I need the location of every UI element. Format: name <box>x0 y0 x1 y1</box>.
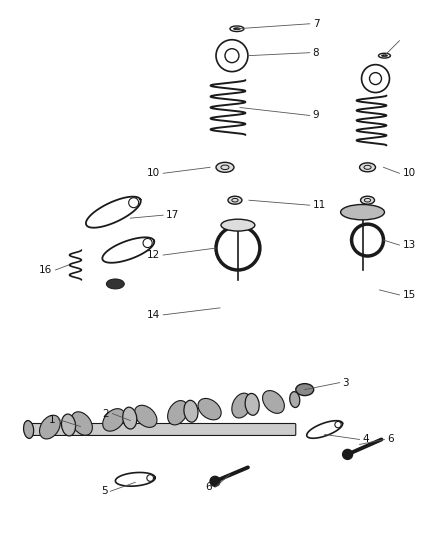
Text: 10: 10 <box>403 168 416 179</box>
Ellipse shape <box>228 196 242 204</box>
Ellipse shape <box>39 415 60 439</box>
Circle shape <box>129 198 139 208</box>
Text: 8: 8 <box>313 47 319 58</box>
Circle shape <box>143 238 152 248</box>
Ellipse shape <box>296 384 314 395</box>
Ellipse shape <box>61 414 76 436</box>
Text: 6: 6 <box>388 434 394 445</box>
Text: 7: 7 <box>313 19 319 29</box>
Circle shape <box>343 449 353 459</box>
FancyBboxPatch shape <box>28 424 296 435</box>
Ellipse shape <box>245 393 259 415</box>
Circle shape <box>335 422 341 428</box>
Text: 15: 15 <box>403 290 416 300</box>
Ellipse shape <box>232 393 251 418</box>
Ellipse shape <box>184 400 198 422</box>
Ellipse shape <box>198 399 221 420</box>
Text: 11: 11 <box>313 200 326 210</box>
Ellipse shape <box>381 55 388 56</box>
Ellipse shape <box>360 163 375 172</box>
Text: 1: 1 <box>49 415 56 424</box>
Ellipse shape <box>360 196 374 204</box>
Circle shape <box>210 477 220 486</box>
Ellipse shape <box>123 407 137 429</box>
Text: 2: 2 <box>103 408 110 418</box>
Ellipse shape <box>341 205 385 220</box>
Ellipse shape <box>233 28 240 30</box>
Text: 4: 4 <box>363 434 369 445</box>
Ellipse shape <box>216 163 234 172</box>
Text: 5: 5 <box>101 486 107 496</box>
Ellipse shape <box>221 219 255 231</box>
Ellipse shape <box>71 412 92 435</box>
Text: 14: 14 <box>147 310 160 320</box>
Ellipse shape <box>290 392 300 408</box>
Ellipse shape <box>262 391 284 414</box>
Text: 17: 17 <box>166 210 180 220</box>
Text: 9: 9 <box>313 110 319 120</box>
Text: 13: 13 <box>403 240 416 250</box>
Ellipse shape <box>168 401 187 425</box>
Text: 12: 12 <box>147 250 160 260</box>
Circle shape <box>147 475 153 481</box>
Text: 10: 10 <box>147 168 160 179</box>
Text: 3: 3 <box>343 378 349 387</box>
Ellipse shape <box>134 405 157 427</box>
Ellipse shape <box>24 421 34 439</box>
Ellipse shape <box>106 279 124 289</box>
Ellipse shape <box>103 409 125 431</box>
Text: 6: 6 <box>205 482 212 492</box>
Text: 16: 16 <box>39 265 53 275</box>
